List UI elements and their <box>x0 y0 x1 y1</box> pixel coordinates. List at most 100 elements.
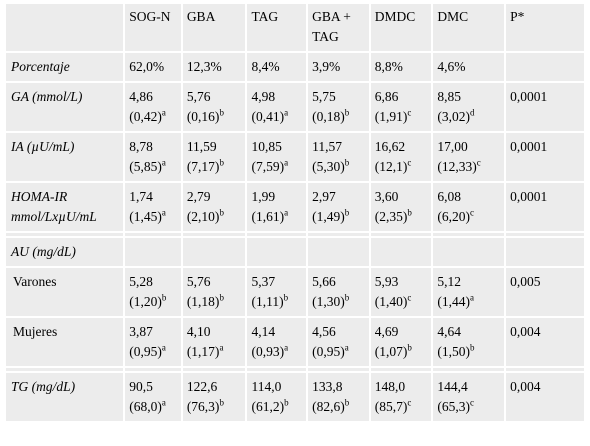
spacer-cell <box>247 368 307 371</box>
cell-sd-value: (1,17) <box>186 344 220 359</box>
cell-mean: 12,3% <box>186 59 222 74</box>
cell-mean: 3,60 <box>374 189 399 204</box>
significance-letter: b <box>219 292 224 303</box>
cell-sd-value: (0,41) <box>251 109 285 124</box>
significance-letter: a <box>284 342 289 353</box>
cell-mean: 11,59 <box>186 139 217 154</box>
significance-letter: b <box>219 157 224 168</box>
p-value-cell <box>506 53 584 81</box>
row-label: HOMA-IR mmol/LxµU/mL <box>6 183 124 231</box>
data-cell <box>370 238 432 266</box>
data-cell: 5,93 (1,40)c <box>370 268 432 316</box>
data-cell: 16,62 (12,1)c <box>370 133 432 181</box>
cell-sd: (3,02)d <box>437 107 500 127</box>
significance-letter: b <box>344 207 350 218</box>
cell-mean: 133,8 <box>312 379 343 394</box>
cell-sd-value: (1,49) <box>312 209 345 224</box>
significance-letter: b <box>469 342 475 353</box>
column-header: DMC <box>433 4 505 51</box>
cell-mean: 5,66 <box>312 274 336 289</box>
data-cell: 2,79 (2,10)b <box>182 183 246 231</box>
results-table: SOG-N GBA TAG GBA + TAG DMDC DMC P* Porcentaje… <box>4 2 586 423</box>
cell-sd: (1,49)b <box>312 207 365 227</box>
significance-letter: c <box>407 397 412 408</box>
spacer-cell <box>506 233 584 236</box>
cell-sd: (1,50)b <box>437 342 500 362</box>
table-body: Porcentaje 62,0% 12,3% 8,4% 3,9% 8,8% 4,6% GA (… <box>6 53 584 421</box>
cell-mean: 1,99 <box>251 189 276 204</box>
cell-sd-value: (1,91) <box>374 109 408 124</box>
significance-letter: c <box>469 207 474 218</box>
cell-sd-value: (65,3) <box>437 399 470 414</box>
data-cell: 8,8% <box>370 53 432 81</box>
table-row: HOMA-IR mmol/LxµU/mL 1,74 (1,45)a 2,79 (2,10… <box>6 183 584 231</box>
cell-sd: (1,30)b <box>312 292 365 312</box>
column-header: SOG-N <box>125 4 181 51</box>
p-value-cell: 0,0001 <box>506 133 584 181</box>
cell-mean: 122,6 <box>186 379 218 394</box>
p-value-cell: 0,0001 <box>506 183 584 231</box>
data-cell: 5,28 (1,20)b <box>125 268 181 316</box>
cell-sd: (85,7)c <box>375 397 428 417</box>
column-header: GBA <box>182 4 246 51</box>
cell-sd-value: (12,1) <box>374 159 408 174</box>
cell-sd: (0,42)a <box>129 107 177 127</box>
row-label: IA (µU/mL) <box>6 133 124 181</box>
data-cell: 90,5 (68,0)a <box>125 373 181 421</box>
cell-mean: 4,10 <box>186 324 211 339</box>
table-row: AU (mg/dL) <box>6 238 584 266</box>
row-label: Varones <box>6 268 124 316</box>
cell-mean: 2,97 <box>312 189 336 204</box>
cell-mean: 4,64 <box>437 324 461 339</box>
data-cell: 122,6 (76,3)b <box>182 373 246 421</box>
column-header: TAG <box>247 4 307 51</box>
spacer-cell <box>308 368 369 371</box>
data-cell: 5,75 (0,18)b <box>308 83 369 131</box>
table-row: Mujeres 3,87 (0,95)a 4,10 (1,17)a 4,14 (0,93)a… <box>6 318 584 366</box>
cell-mean: 6,08 <box>437 189 461 204</box>
p-value-cell: 0,004 <box>506 373 584 421</box>
spacer-cell <box>6 368 124 371</box>
data-cell: 1,74 (1,45)a <box>125 183 181 231</box>
p-value-cell: 0,004 <box>506 318 584 366</box>
cell-sd: (1,40)c <box>375 292 428 312</box>
significance-letter: a <box>469 292 474 303</box>
significance-letter: a <box>284 207 289 218</box>
data-cell: 8,85 (3,02)d <box>433 83 505 131</box>
cell-sd-value: (0,16) <box>186 109 220 124</box>
cell-sd: (5,85)a <box>129 157 177 177</box>
data-cell: 4,64 (1,50)b <box>433 318 505 366</box>
data-cell: 17,00 (12,33)c <box>433 133 505 181</box>
cell-mean: 8,4% <box>251 59 280 74</box>
cell-mean: 1,74 <box>129 189 153 204</box>
cell-sd: (1,44)a <box>437 292 500 312</box>
data-cell <box>125 238 181 266</box>
cell-sd: (1,91)c <box>375 107 428 127</box>
cell-mean: 16,62 <box>374 139 406 154</box>
data-cell: 5,76 (0,16)b <box>182 83 246 131</box>
cell-sd-value: (1,50) <box>437 344 470 359</box>
significance-letter: b <box>284 397 289 408</box>
cell-sd-value: (3,02) <box>437 109 470 124</box>
data-cell: 133,8 (82,6)b <box>308 373 369 421</box>
data-cell: 3,60 (2,35)b <box>370 183 432 231</box>
cell-sd: (0,95)a <box>312 342 365 362</box>
spacer-row <box>6 368 584 371</box>
cell-sd-value: (0,95) <box>129 344 162 359</box>
data-cell: 144,4 (65,3)c <box>433 373 505 421</box>
data-cell: 62,0% <box>125 53 181 81</box>
data-cell: 12,3% <box>182 53 246 81</box>
spacer-cell <box>6 233 124 236</box>
cell-mean: 5,76 <box>186 274 211 289</box>
spacer-cell <box>433 368 505 371</box>
cell-mean: 5,93 <box>374 274 399 289</box>
significance-letter: b <box>219 207 224 218</box>
significance-letter: b <box>344 107 350 118</box>
data-cell: 4,69 (1,07)b <box>370 318 432 366</box>
spacer-cell <box>125 233 181 236</box>
spacer-cell <box>433 233 505 236</box>
p-value-cell: 0,0001 <box>506 83 584 131</box>
cell-mean: 5,37 <box>251 274 276 289</box>
significance-letter: b <box>344 397 350 408</box>
table-row: Varones 5,28 (1,20)b 5,76 (1,18)b 5,37 (1,11)b… <box>6 268 584 316</box>
